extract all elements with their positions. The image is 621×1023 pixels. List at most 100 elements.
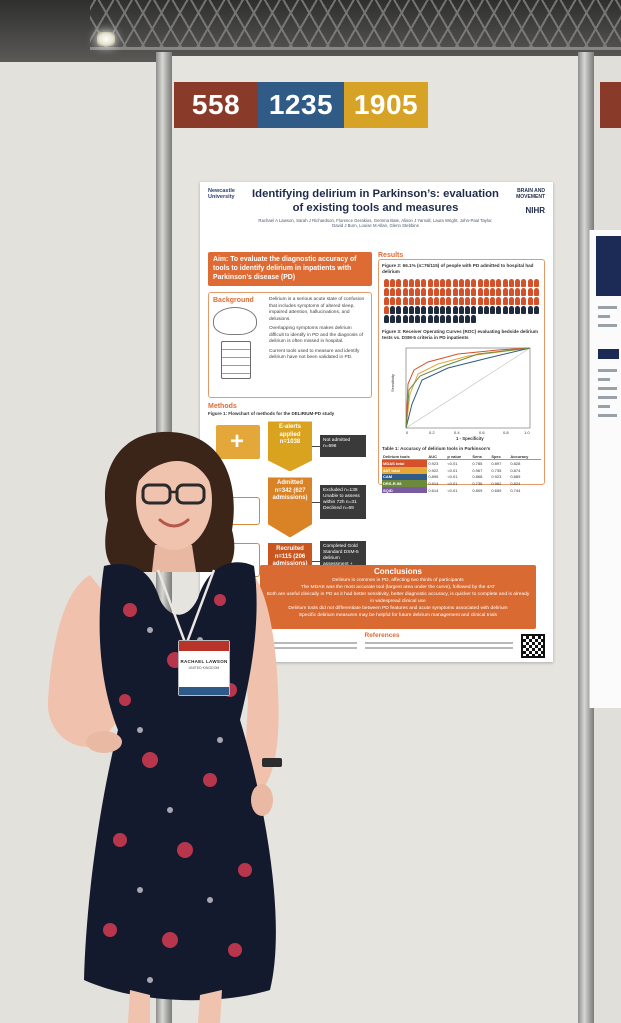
- person-icon: [527, 296, 533, 305]
- flow-outcome-not-admitted: Not admitted n=696: [320, 435, 366, 458]
- methods-caption: Figure 1: Flowchart of methods for the D…: [208, 411, 335, 417]
- table-cell: 0.744: [510, 487, 521, 493]
- person-icon: [421, 287, 427, 296]
- ealert-folder-icon: [216, 425, 260, 460]
- table-cell: 0.914: [428, 481, 439, 487]
- person-icon: [433, 314, 439, 323]
- person-icon: [408, 305, 414, 314]
- person-icon: [384, 305, 389, 314]
- person-icon: [477, 287, 483, 296]
- assessment-icon: [216, 543, 260, 578]
- person-icon: [465, 314, 471, 323]
- person-icon: [433, 287, 439, 296]
- table-cell: <0.01: [447, 487, 458, 493]
- table-cell: <0.01: [447, 467, 458, 473]
- conclusion-line: The MDAS was the most accurate tool (lar…: [300, 584, 496, 590]
- badge-header-bar: [179, 641, 229, 651]
- person-icon: [384, 287, 389, 296]
- neighbor-text-line: [598, 405, 610, 408]
- person-icon: [452, 305, 458, 314]
- poster-authors: Rachael A Lawson, Sarah J Richardson, Fl…: [258, 217, 493, 229]
- conclusion-line: Delirium tools did not differentiate bet…: [288, 605, 508, 611]
- board-number: 558: [174, 82, 258, 128]
- person-icon: [452, 296, 458, 305]
- aim-box: Aim: To evaluate the diagnostic accuracy…: [208, 252, 372, 287]
- table-cell: 0.923: [428, 461, 439, 467]
- hospital-bed-icon: [216, 497, 260, 526]
- background-point: Delirium is a serious acute state of con…: [269, 297, 365, 322]
- person-icon: [415, 314, 421, 323]
- person-icon: [427, 314, 433, 323]
- person-icon: [396, 287, 402, 296]
- person-icon: [490, 278, 496, 287]
- brain-movement-logo-text: BRAIN AND MOVEMENT: [516, 188, 545, 200]
- person-icon: [465, 296, 471, 305]
- person-icon: [427, 296, 433, 305]
- neighbor-number-strip: [600, 82, 621, 128]
- booth-wall-left: [0, 62, 160, 1023]
- person-icon: [471, 314, 477, 323]
- flow-step-count: n=1038: [279, 439, 301, 446]
- flow-step-label: Admitted n=342 (627 admissions): [272, 480, 308, 502]
- table-cell: SQiD: [382, 486, 428, 494]
- table-cell: 0.874: [510, 467, 521, 473]
- table-cell: 0.785: [472, 461, 483, 467]
- person-icon: [527, 287, 533, 296]
- table-header: AUC: [427, 452, 447, 461]
- person-icon: [471, 296, 477, 305]
- conclusions-box: Conclusions Delirium is common in PD, af…: [260, 565, 536, 629]
- footer-text-line: [364, 647, 513, 649]
- person-icon: [458, 305, 464, 314]
- flow-step-label: Recruited n=115 (206 admissions): [272, 546, 307, 567]
- person-icon: [427, 278, 433, 287]
- person-icon: [408, 278, 414, 287]
- person-icon: [483, 305, 489, 314]
- table-cell: 0.824: [510, 481, 521, 487]
- background-box: Background Delirium is a serious acute s…: [208, 292, 372, 399]
- background-point: Overlapping symptoms makes delirium diff…: [269, 326, 364, 345]
- table-header-row: Delirium tools AUC p value Sens Spec Acc…: [382, 452, 541, 461]
- table-header: p value: [446, 452, 472, 461]
- person-icon: [433, 278, 439, 287]
- person-icon: [408, 296, 414, 305]
- table-cell: 0.659: [491, 487, 502, 493]
- table-row: SQiD 0.614 <0.01 0.809 0.659 0.744: [382, 486, 541, 494]
- poster-header: Newcastle University Identifying deliriu…: [208, 188, 545, 246]
- person-icon: [533, 296, 539, 305]
- person-icon: [390, 296, 396, 305]
- clipboard-icon: [221, 341, 251, 380]
- person-icon: [502, 287, 508, 296]
- table-cell: 0.897: [491, 461, 502, 467]
- roc-tick-label: 0.4: [454, 430, 460, 435]
- background-icons: Background: [213, 297, 265, 393]
- neighbor-text-line: [598, 387, 617, 390]
- person-icon: [458, 278, 464, 287]
- person-icon: [421, 278, 427, 287]
- roc-line: [405, 347, 530, 428]
- flow-step-admitted: Admitted n=342 (627 admissions): [268, 477, 312, 538]
- neighbor-text-line: [598, 369, 617, 372]
- person-icon: [415, 278, 421, 287]
- flow-step-label: E-alerts applied: [278, 424, 301, 438]
- person-icon: [433, 305, 439, 314]
- neighbor-text-line: [598, 414, 617, 417]
- nihr-logo: NIHR: [525, 206, 545, 215]
- roc-tick-label: 0.8: [503, 430, 509, 435]
- neighbor-text-line: [598, 315, 610, 318]
- references-section: References: [364, 632, 513, 660]
- person-icon: [402, 278, 408, 287]
- poster-left-column: Aim: To evaluate the diagnostic accuracy…: [208, 252, 372, 587]
- person-icon: [415, 305, 421, 314]
- accuracy-table-caption: Table 1: Accuracy of delirium tools in P…: [382, 445, 491, 451]
- person-icon: [440, 296, 446, 305]
- person-icon: [496, 305, 502, 314]
- person-icon: [515, 287, 521, 296]
- table-row: 4AT total 0.922 <0.01 0.967 0.735 0.874: [382, 467, 541, 474]
- flow-step-ealerts: E-alerts applied n=1038: [268, 421, 312, 472]
- person-icon: [446, 296, 452, 305]
- person-icon: [421, 314, 427, 323]
- neighbor-text-line: [598, 378, 610, 381]
- neighbor-text-line: [598, 324, 617, 327]
- table-cell: 0.736: [472, 481, 483, 487]
- person-icon: [390, 314, 396, 323]
